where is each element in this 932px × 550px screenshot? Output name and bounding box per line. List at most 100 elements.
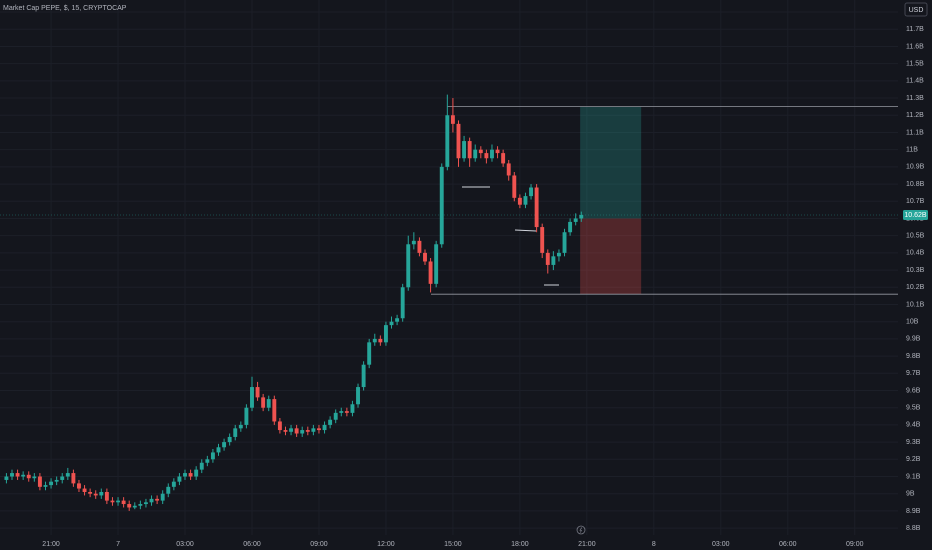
y-tick-label: 10.1B [906,301,925,308]
candle-body [411,240,416,245]
candle-body [450,115,455,124]
y-tick-label: 8.9B [906,508,921,515]
y-tick-label: 11.1B [906,129,924,136]
candle-body [222,442,227,448]
candle-body [15,473,20,477]
candle-body [266,399,271,408]
candle-body [344,411,349,413]
candle-body [294,428,299,434]
time-axis [0,535,898,550]
candle-body [395,318,400,322]
candle-body [540,227,545,253]
y-tick-label: 11.6B [906,43,924,50]
candle-body [361,364,366,388]
y-tick-label: 10B [906,319,919,326]
target-zone [580,106,642,219]
candle-body [49,481,54,486]
x-tick-label: 21:00 [42,541,60,548]
y-tick-label: 10.3B [906,267,925,274]
last-price-box [903,210,928,221]
y-tick-label: 10.9B [906,164,925,171]
y-tick-label: 9.7B [906,370,921,377]
y-tick-label: 9.1B [906,473,921,480]
candle-body [317,428,321,431]
candle-body [166,486,171,494]
x-tick-label: 12:00 [377,541,395,548]
y-tick-label: 11B [906,147,918,154]
candle-body [272,399,277,422]
candle-body [127,504,132,508]
candle-body [529,187,533,197]
candle-body [573,218,578,222]
candle-body [339,411,344,413]
currency-label[interactable]: USD [909,7,924,14]
candle-body [244,407,249,425]
y-tick-label: 9B [906,491,915,498]
candle-body [77,483,81,489]
candle-body [188,473,193,477]
position-layer [0,106,898,295]
x-tick-label: 7 [116,541,120,548]
candle-body [54,479,59,482]
event-icon[interactable] [576,525,586,535]
candle-body [277,421,282,431]
x-tick-label: 18:00 [511,541,529,548]
candle-body [37,476,42,487]
y-tick-label: 10.7B [906,198,925,205]
candle-body [322,424,327,431]
candle-body [439,166,444,245]
candle-body [473,149,478,159]
candle-body [171,481,176,487]
candle-body [26,474,31,479]
candle-body [506,163,511,176]
candle-body [456,123,461,159]
x-tick-label: 21:00 [578,541,596,548]
candle-body [423,252,427,262]
y-tick-label: 9.9B [906,336,921,343]
y-tick-label: 9.6B [906,387,921,394]
x-tick-label: 09:00 [846,541,864,548]
candle-body [143,502,148,505]
candle-body [556,252,561,257]
candle-body [250,387,254,408]
candle-body [132,505,137,508]
candle-body [227,436,232,443]
x-tick-label: 03:00 [176,541,194,548]
y-tick-label: 10.4B [906,250,925,257]
candle-body [400,287,405,319]
price-axis [898,0,932,550]
candle-body [428,261,433,284]
x-tick-label: 06:00 [779,541,797,548]
candle-body [149,498,154,503]
candle-body [445,115,450,167]
currency-button[interactable] [904,2,928,17]
candle-body [517,197,522,205]
candle-body [199,462,204,470]
y-tick-label: 10.2B [906,284,925,291]
candle-body [350,404,355,413]
last-price-label: 10.62B [904,212,927,219]
candle-body [183,473,187,477]
candle-body [4,476,9,480]
candle-body [155,498,160,501]
candle-body [523,196,528,205]
candle-body [93,493,98,496]
y-tick-label: 8.8B [906,525,921,532]
candle-body [534,187,539,228]
x-tick-label: 06:00 [243,541,261,548]
candle-body [378,338,383,343]
candle-body [255,387,260,398]
candle-layer [4,94,584,511]
candle-body [367,342,372,365]
candle-body [495,149,500,154]
candle-body [467,141,472,159]
candle-body [462,141,467,159]
candle-body [372,338,377,343]
candle-body [10,473,14,477]
candle-body [311,428,316,432]
candle-body [300,430,305,434]
candle-body [21,474,26,477]
